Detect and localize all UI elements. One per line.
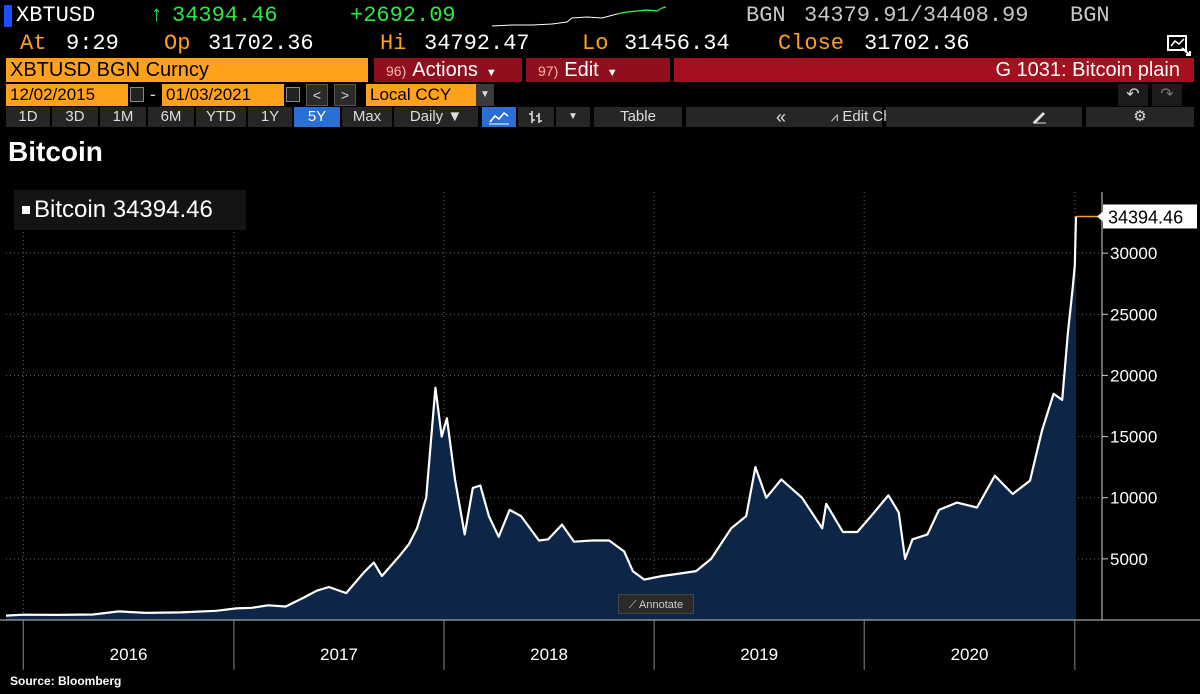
edit-label: Edit xyxy=(564,59,599,81)
high-label: Hi xyxy=(380,31,407,56)
chart-legend[interactable]: Bitcoin 34394.46 xyxy=(14,190,246,230)
period-1m-button[interactable]: 1M xyxy=(100,107,146,127)
chevron-down-icon: ▼ xyxy=(476,84,494,106)
up-arrow-icon: ↑ xyxy=(150,3,164,28)
frequency-select[interactable]: Daily ▼ xyxy=(394,107,478,127)
y-tick-label: 15000 xyxy=(1110,428,1157,447)
year-label: 2020 xyxy=(951,645,989,664)
y-tick-label: 20000 xyxy=(1110,366,1157,385)
period-5y-button[interactable]: 5Y xyxy=(294,107,340,127)
chart-title: G 1031: Bitcoin plain xyxy=(674,58,1194,82)
series-line xyxy=(5,216,1078,617)
chevron-down-icon: ▼ xyxy=(485,67,497,79)
start-date-field[interactable]: 12/02/2015 xyxy=(6,84,128,106)
price-source: BGN xyxy=(746,3,786,28)
annotate-toolbar-icon[interactable] xyxy=(886,107,1082,127)
quote-stats: At 9:29 Op 31702.36 Hi 34792.47 Lo 31456… xyxy=(0,30,1200,58)
period-3d-button[interactable]: 3D xyxy=(52,107,98,127)
legend-series-name: Bitcoin xyxy=(34,196,107,223)
legend-swatch xyxy=(22,206,30,214)
open-label: Op xyxy=(164,31,191,56)
ticker[interactable]: XBTUSD xyxy=(16,3,96,28)
period-6m-button[interactable]: 6M xyxy=(148,107,194,127)
security-field[interactable]: XBTUSD BGN Curncy xyxy=(6,58,368,82)
edit-button[interactable]: 97) Edit ▼ xyxy=(526,58,670,82)
actions-button[interactable]: 96) Actions ▼ xyxy=(374,58,522,82)
quote-header: XBTUSD ↑ 34394.46 +2692.09 BGN 34379.91/… xyxy=(0,2,1200,30)
chart-toolbar: 1D 3D 1M 6M YTD 1Y 5Y Max Daily ▼ ▼ Tabl… xyxy=(0,107,1200,127)
low-label: Lo xyxy=(582,31,609,56)
y-tick-label: 25000 xyxy=(1110,305,1157,324)
y-tick-label: 10000 xyxy=(1110,489,1157,508)
last-value-badge xyxy=(1103,204,1197,229)
actions-label: Actions xyxy=(412,59,478,81)
last-value-pointer xyxy=(1097,210,1104,223)
calendar-icon[interactable] xyxy=(130,87,144,102)
year-label: 2018 xyxy=(530,645,568,664)
edit-chart-icon: ⩘ xyxy=(830,109,839,124)
prev-range-button[interactable]: < xyxy=(306,84,328,106)
last-value-label: 34394.46 xyxy=(1108,207,1183,227)
year-label: 2017 xyxy=(320,645,358,664)
chevron-down-icon[interactable]: ▼ xyxy=(556,107,590,127)
last-price: 34394.46 xyxy=(172,3,278,28)
chart-settings-icon[interactable] xyxy=(1166,34,1192,56)
y-axis-ticks: 5000 10000 15000 20000 25000 30000 xyxy=(1102,244,1157,569)
calendar-icon[interactable] xyxy=(286,87,300,102)
period-1y-button[interactable]: 1Y xyxy=(248,107,292,127)
collapse-icon[interactable]: « xyxy=(686,107,882,127)
last-value-marker: 34394.46 xyxy=(1076,204,1197,229)
low-value: 31456.34 xyxy=(624,31,730,56)
security-marker xyxy=(4,5,12,27)
y-tick-label: 30000 xyxy=(1110,244,1157,263)
undo-icon[interactable]: ↶ xyxy=(1118,84,1148,106)
date-range-bar: 12/02/2015 - 01/03/2021 < > Local CCY ▼ … xyxy=(0,84,1200,106)
high-value: 34792.47 xyxy=(424,31,530,56)
close-label: Close xyxy=(778,31,845,56)
currency-value: Local CCY xyxy=(370,85,452,104)
legend-series-value: 34394.46 xyxy=(112,196,213,223)
chart-heading: Bitcoin xyxy=(8,136,103,167)
price-change: +2692.09 xyxy=(350,3,456,28)
period-1d-button[interactable]: 1D xyxy=(6,107,50,127)
y-tick-label: 5000 xyxy=(1110,550,1148,569)
chevron-down-icon: ▼ xyxy=(606,67,618,79)
annotate-button[interactable]: ⟋ Annotate xyxy=(618,594,694,614)
source-note: Source: Bloomberg xyxy=(10,674,122,688)
line-chart-icon[interactable] xyxy=(482,107,516,127)
sparkline xyxy=(492,6,666,27)
table-button[interactable]: Table xyxy=(594,107,682,127)
period-ytd-button[interactable]: YTD xyxy=(196,107,246,127)
period-max-button[interactable]: Max xyxy=(342,107,392,127)
series-area xyxy=(6,216,1076,620)
at-label: At xyxy=(20,31,47,56)
at-value: 9:29 xyxy=(66,31,119,56)
next-range-button[interactable]: > xyxy=(334,84,356,106)
year-label: 2016 xyxy=(110,645,148,664)
actions-number: 96) xyxy=(386,63,407,79)
chart-axes xyxy=(0,192,1200,670)
date-separator: - xyxy=(150,85,156,104)
gear-icon[interactable]: ⚙ xyxy=(1086,107,1194,127)
function-bar: XBTUSD BGN Curncy 96) Actions ▼ 97) Edit ▼ G… xyxy=(0,58,1200,82)
annotate-label: Annotate xyxy=(639,599,684,611)
close-value: 31702.36 xyxy=(864,31,970,56)
pencil-icon: ⟋ xyxy=(628,599,637,611)
currency-select[interactable]: Local CCY ▼ xyxy=(366,84,494,106)
edit-number: 97) xyxy=(538,63,559,79)
year-label: 2019 xyxy=(740,645,778,664)
price-source-2: BGN xyxy=(1070,3,1110,28)
end-date-field[interactable]: 01/03/2021 xyxy=(162,84,284,106)
open-value: 31702.36 xyxy=(208,31,314,56)
redo-icon[interactable]: ↷ xyxy=(1152,84,1182,106)
bid-ask: 34379.91/34408.99 xyxy=(804,3,1029,28)
x-axis-labels: 2016 2017 2018 2019 2020 xyxy=(110,645,989,664)
bar-chart-icon[interactable] xyxy=(518,107,554,127)
